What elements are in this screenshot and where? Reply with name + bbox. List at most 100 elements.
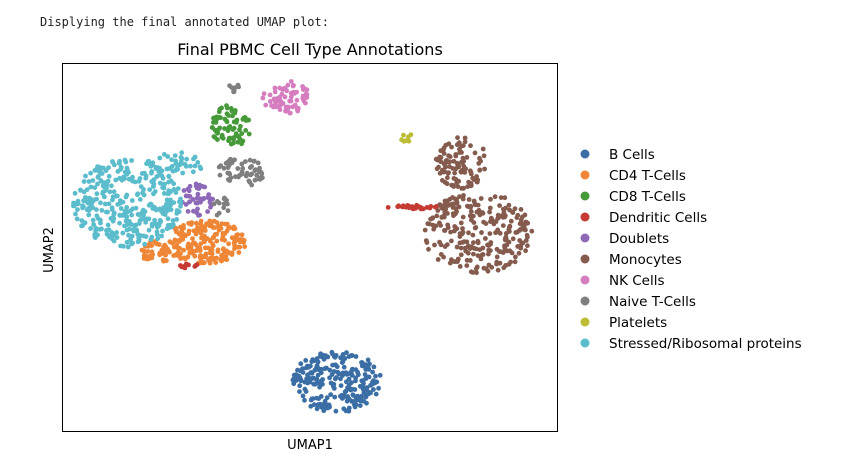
point-nk-cells — [280, 87, 285, 92]
point-stressed-ribosomal-proteins — [178, 203, 183, 209]
point-stressed-ribosomal-proteins — [167, 222, 173, 228]
point-monocytes — [457, 264, 463, 269]
legend-item-cd8-t-cells: CD8 T-Cells — [580, 189, 686, 205]
point-cd4-t-cells — [219, 258, 224, 264]
point-monocytes — [507, 224, 513, 230]
point-naive-t-cells — [232, 157, 238, 163]
point-monocytes — [518, 243, 524, 249]
point-doublets — [185, 209, 191, 214]
point-monocytes — [434, 213, 440, 219]
point-stressed-ribosomal-proteins — [140, 207, 146, 213]
point-monocytes — [488, 196, 493, 202]
point-stressed-ribosomal-proteins — [93, 225, 99, 231]
point-stressed-ribosomal-proteins — [136, 178, 142, 184]
point-stressed-ribosomal-proteins — [105, 209, 110, 215]
point-cd8-t-cells — [224, 111, 230, 117]
point-cd4-t-cells — [210, 243, 216, 249]
point-monocytes — [500, 214, 506, 220]
point-monocytes — [440, 178, 445, 183]
point-cd4-t-cells — [174, 252, 180, 257]
point-b-cells — [353, 354, 359, 359]
point-b-cells — [326, 402, 332, 408]
point-monocytes — [501, 206, 506, 212]
point-monocytes — [451, 213, 456, 219]
point-stressed-ribosomal-proteins — [159, 233, 165, 239]
point-monocytes — [422, 227, 428, 233]
point-b-cells — [377, 372, 383, 378]
point-stressed-ribosomal-proteins — [81, 179, 87, 184]
point-dendritic-cells — [186, 262, 191, 268]
point-monocytes — [455, 184, 461, 189]
point-cd4-t-cells — [146, 256, 152, 261]
legend-item-doublets: Doublets — [580, 231, 669, 247]
point-nk-cells — [277, 103, 283, 109]
point-naive-t-cells — [232, 85, 238, 91]
point-b-cells — [332, 354, 338, 360]
point-stressed-ribosomal-proteins — [78, 187, 83, 193]
point-b-cells — [302, 397, 307, 403]
point-monocytes — [523, 248, 528, 254]
point-stressed-ribosomal-proteins — [170, 168, 176, 174]
point-stressed-ribosomal-proteins — [107, 189, 113, 195]
point-cd4-t-cells — [236, 237, 242, 243]
point-monocytes — [477, 212, 483, 218]
point-stressed-ribosomal-proteins — [111, 189, 117, 195]
point-stressed-ribosomal-proteins — [137, 212, 142, 218]
point-b-cells — [291, 376, 297, 382]
point-cd4-t-cells — [164, 258, 169, 264]
point-nk-cells — [284, 88, 290, 94]
point-b-cells — [348, 380, 354, 386]
point-b-cells — [297, 375, 303, 380]
point-b-cells — [311, 381, 316, 387]
point-stressed-ribosomal-proteins — [151, 205, 157, 211]
point-dendritic-cells — [399, 204, 405, 210]
point-stressed-ribosomal-proteins — [123, 218, 129, 224]
point-stressed-ribosomal-proteins — [174, 211, 180, 216]
point-stressed-ribosomal-proteins — [88, 170, 93, 176]
point-stressed-ribosomal-proteins — [155, 224, 160, 230]
point-stressed-ribosomal-proteins — [157, 218, 163, 223]
point-monocytes — [453, 153, 459, 159]
point-naive-t-cells — [225, 165, 231, 171]
point-stressed-ribosomal-proteins — [174, 217, 180, 222]
point-stressed-ribosomal-proteins — [86, 212, 92, 218]
point-b-cells — [359, 360, 364, 365]
point-stressed-ribosomal-proteins — [171, 181, 177, 187]
point-monocytes — [492, 194, 498, 200]
point-monocytes — [495, 267, 501, 273]
point-monocytes — [479, 252, 485, 258]
point-monocytes — [451, 176, 457, 181]
point-stressed-ribosomal-proteins — [113, 177, 119, 183]
point-naive-t-cells — [248, 172, 254, 178]
point-stressed-ribosomal-proteins — [128, 237, 134, 243]
point-monocytes — [483, 236, 488, 241]
point-stressed-ribosomal-proteins — [143, 234, 149, 240]
point-cd4-t-cells — [162, 242, 168, 248]
point-monocytes — [445, 170, 451, 176]
point-cd4-t-cells — [193, 248, 199, 254]
point-b-cells — [331, 386, 337, 391]
point-stressed-ribosomal-proteins — [99, 171, 105, 176]
point-monocytes — [460, 226, 465, 231]
point-doublets — [186, 188, 192, 194]
point-b-cells — [314, 406, 320, 412]
point-monocytes — [473, 266, 479, 272]
point-stressed-ribosomal-proteins — [105, 178, 111, 184]
point-monocytes — [450, 166, 456, 171]
legend-marker-doublets — [580, 233, 590, 243]
point-stressed-ribosomal-proteins — [135, 239, 141, 245]
point-b-cells — [370, 369, 375, 375]
point-naive-t-cells — [257, 165, 262, 171]
legend-item-platelets: Platelets — [580, 315, 667, 331]
point-monocytes — [494, 246, 500, 252]
point-cd4-t-cells — [190, 250, 195, 256]
point-stressed-ribosomal-proteins — [183, 163, 189, 169]
point-monocytes — [456, 162, 461, 168]
point-cd4-t-cells — [237, 244, 243, 250]
point-naive-t-cells — [239, 171, 245, 177]
point-naive-t-cells — [225, 201, 230, 207]
point-nk-cells — [304, 95, 310, 100]
point-monocytes — [432, 242, 437, 248]
point-stressed-ribosomal-proteins — [146, 227, 152, 233]
chart-legend: B Cells CD4 T-Cells CD8 T-Cells Dendritic C… — [580, 147, 802, 352]
